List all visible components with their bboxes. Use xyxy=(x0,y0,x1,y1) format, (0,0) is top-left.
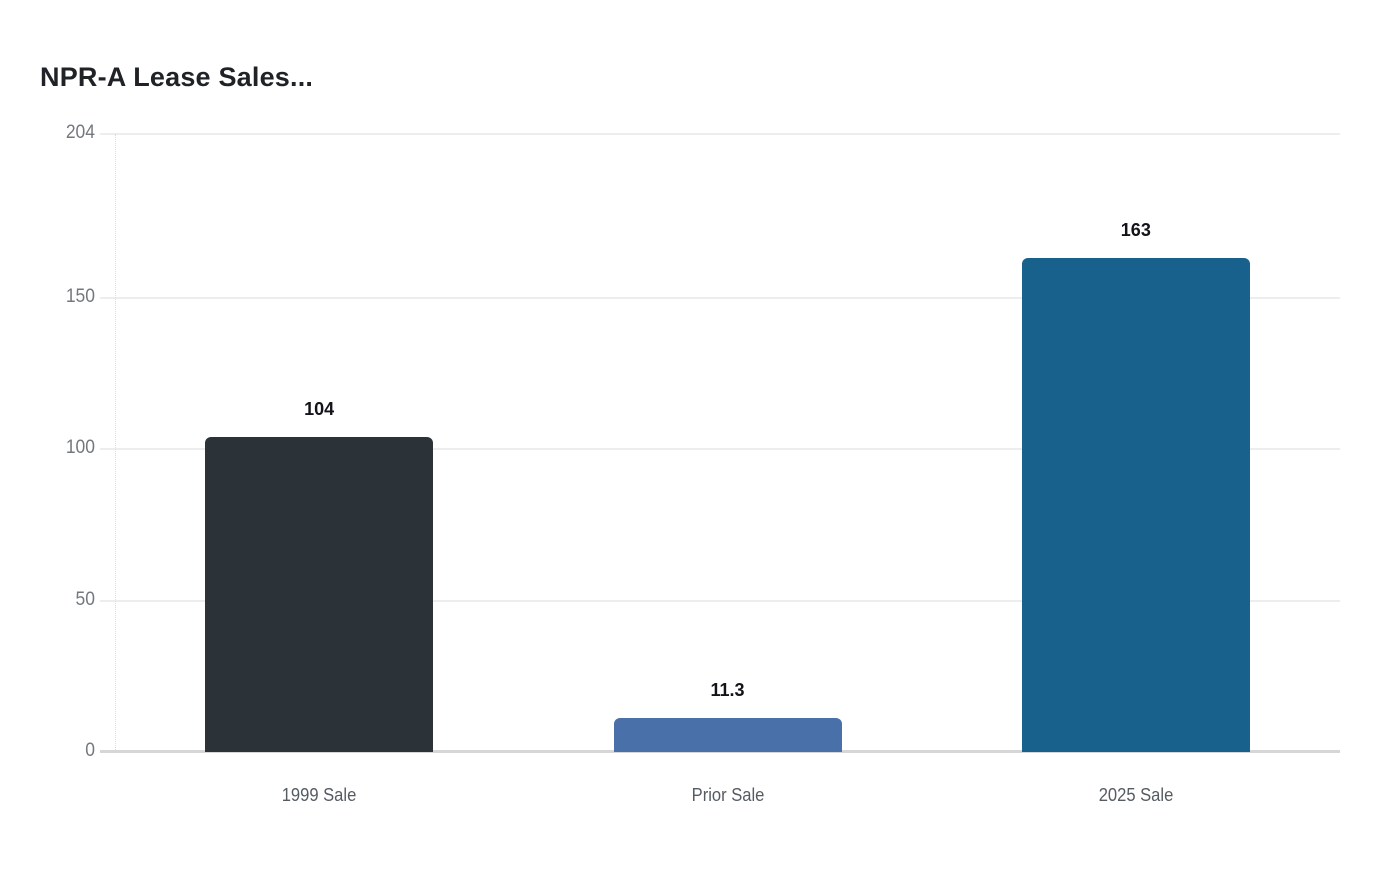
chart-title: NPR-A Lease Sales... xyxy=(40,62,314,92)
y-axis-tick-label: 0 xyxy=(85,740,95,761)
y-axis-tick-label: 50 xyxy=(75,588,95,610)
x-axis-label-2025-sale: 2025 Sale xyxy=(1098,785,1174,805)
gridline xyxy=(100,296,1340,299)
y-axis-line xyxy=(115,134,116,752)
gridline xyxy=(100,133,1340,135)
gridline xyxy=(100,599,1340,602)
bar-prior-sale[interactable] xyxy=(613,717,842,752)
y-axis-tick-label: 204 xyxy=(65,122,95,143)
bar-value-label-1999-sale: 104 xyxy=(304,398,335,419)
bar-value-label-2025-sale: 163 xyxy=(1120,220,1151,241)
x-axis-label-prior-sale: Prior Sale xyxy=(691,785,764,805)
bar-value-label-prior-sale: 11.3 xyxy=(710,679,745,700)
y-axis-tick-label: 150 xyxy=(65,285,95,307)
y-axis-tick-label: 100 xyxy=(65,437,95,459)
x-axis-label-1999-sale: 1999 Sale xyxy=(281,785,357,805)
bar-1999-sale[interactable] xyxy=(205,436,434,752)
bar-2025-sale[interactable] xyxy=(1021,258,1250,752)
gridline xyxy=(100,448,1340,451)
